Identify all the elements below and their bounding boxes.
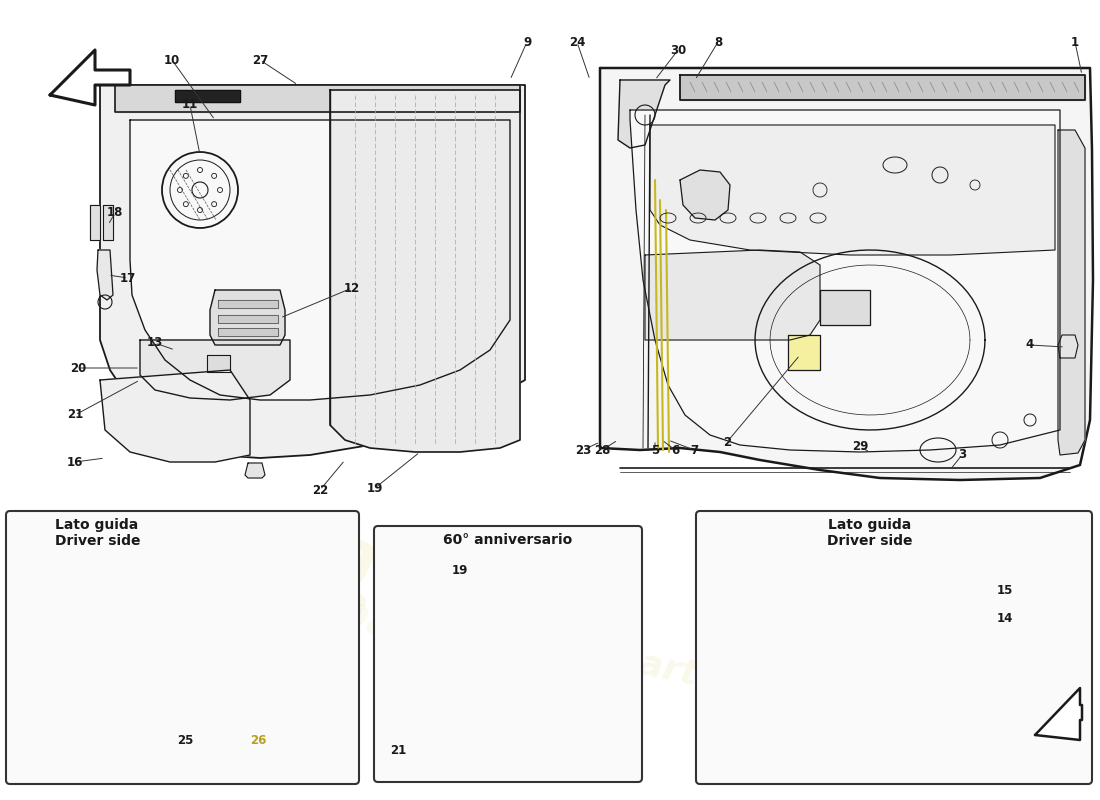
Polygon shape [175,90,240,102]
Text: 8: 8 [714,35,722,49]
Text: 25: 25 [177,734,194,746]
Text: Driver side: Driver side [55,534,141,548]
Polygon shape [878,628,970,640]
Text: 22: 22 [312,483,328,497]
Text: 26: 26 [250,734,266,746]
Polygon shape [142,640,228,725]
Text: 20: 20 [70,362,86,374]
Text: 6: 6 [671,443,679,457]
Polygon shape [330,90,520,452]
Polygon shape [680,75,1085,100]
Polygon shape [18,560,330,778]
Polygon shape [868,575,982,670]
Text: Lato guida: Lato guida [55,518,139,532]
Polygon shape [878,608,970,620]
Text: 19: 19 [452,563,469,577]
Text: 5: 5 [651,443,659,457]
Text: 3: 3 [958,449,966,462]
Text: passion: passion [271,506,590,654]
Text: 15: 15 [997,583,1013,597]
Polygon shape [1058,130,1085,455]
Polygon shape [630,110,1060,452]
Text: 60° anniversario: 60° anniversario [443,533,573,547]
Polygon shape [645,250,820,340]
Polygon shape [820,290,870,325]
Text: 18: 18 [107,206,123,219]
FancyBboxPatch shape [6,511,359,784]
Text: 27: 27 [252,54,268,66]
Text: 10: 10 [164,54,180,66]
Polygon shape [50,50,130,105]
Text: 17: 17 [120,271,136,285]
Text: 16: 16 [67,455,84,469]
Polygon shape [720,600,1070,758]
Polygon shape [788,335,820,370]
Polygon shape [218,300,278,308]
Polygon shape [618,80,670,148]
Text: la passion: la passion [273,570,527,690]
Polygon shape [708,560,1082,778]
Text: 12: 12 [344,282,360,294]
Polygon shape [1035,688,1082,740]
Polygon shape [600,68,1093,480]
Polygon shape [210,290,285,345]
Polygon shape [878,588,970,600]
Text: 28: 28 [594,443,610,457]
Text: 21: 21 [67,409,84,422]
Polygon shape [100,370,250,462]
Polygon shape [650,125,1055,255]
Text: 19: 19 [366,482,383,494]
Text: 11: 11 [182,98,198,111]
Polygon shape [245,463,265,478]
Polygon shape [140,340,290,400]
Text: F: F [813,178,927,342]
Text: Driver side: Driver side [827,534,913,548]
Polygon shape [440,558,625,655]
Text: 30: 30 [670,43,686,57]
Polygon shape [103,205,113,240]
Text: 29: 29 [851,441,868,454]
Polygon shape [207,355,230,372]
Text: 21: 21 [389,743,406,757]
Polygon shape [130,120,510,400]
Text: 4: 4 [1026,338,1034,351]
Polygon shape [388,680,440,765]
Polygon shape [218,315,278,323]
Polygon shape [388,555,625,772]
Text: 24: 24 [569,35,585,49]
Text: 2: 2 [723,435,732,449]
Text: Lato guida: Lato guida [828,518,912,532]
Polygon shape [100,85,525,458]
Text: 23: 23 [575,443,591,457]
Polygon shape [720,675,820,740]
Polygon shape [90,205,100,240]
Polygon shape [1058,335,1078,358]
Polygon shape [878,645,970,657]
Polygon shape [680,170,730,220]
Text: 7: 7 [690,443,698,457]
Polygon shape [218,328,278,336]
FancyBboxPatch shape [696,511,1092,784]
Text: e passion for parts: e passion for parts [339,583,722,697]
Text: 13: 13 [147,337,163,350]
Text: 1: 1 [1071,35,1079,49]
Polygon shape [116,85,520,112]
Text: 14: 14 [997,611,1013,625]
Text: 9: 9 [522,35,531,49]
FancyBboxPatch shape [374,526,642,782]
Polygon shape [97,250,113,300]
